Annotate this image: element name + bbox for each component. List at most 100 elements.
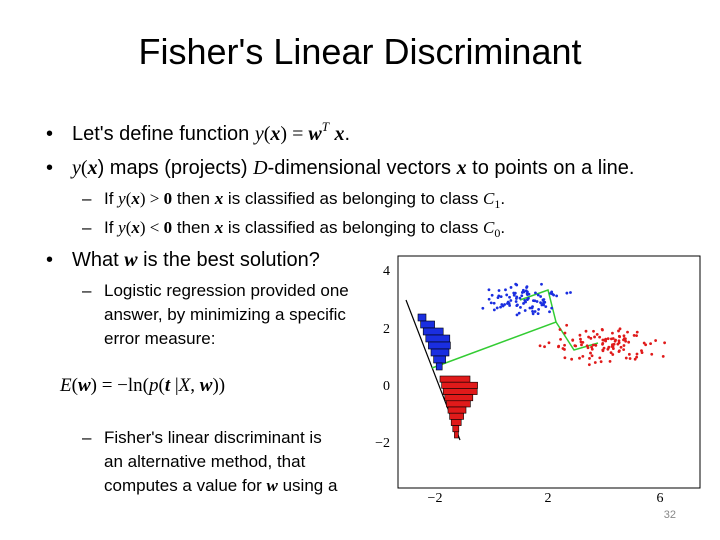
histogram-bar bbox=[454, 431, 459, 439]
scatter-dot bbox=[547, 341, 551, 345]
scatter-dot bbox=[579, 337, 582, 341]
scatter-dot bbox=[514, 282, 518, 286]
dash: – bbox=[82, 281, 92, 300]
scatter-dot bbox=[487, 297, 491, 301]
scatter-dot bbox=[509, 286, 513, 289]
histogram-bar bbox=[428, 341, 451, 350]
scatter-dot bbox=[601, 349, 605, 353]
bullet-text: Let's define function y(x) = wT x. bbox=[72, 119, 350, 145]
scatter-dot bbox=[496, 296, 500, 300]
y-tick-label: 2 bbox=[383, 322, 390, 337]
scatter-dot bbox=[607, 345, 611, 349]
scatter-dot bbox=[514, 300, 518, 303]
scatter-dot bbox=[508, 295, 511, 299]
slide-title: Fisher's Linear Discriminant bbox=[138, 31, 581, 72]
scatter-dot bbox=[633, 357, 637, 361]
sub-bullet-text: error measure: bbox=[104, 329, 215, 348]
scatter-dot bbox=[661, 354, 665, 358]
scatter-dot bbox=[563, 348, 566, 351]
scatter-dot bbox=[611, 331, 614, 335]
scatter-dot bbox=[573, 344, 577, 348]
scatter-dot bbox=[587, 335, 590, 339]
histogram-bar bbox=[433, 355, 446, 364]
histogram-bar bbox=[439, 375, 471, 383]
scatter-dot bbox=[525, 292, 529, 296]
scatter-dot bbox=[528, 306, 532, 310]
dash: – bbox=[82, 189, 92, 208]
scatter-dot bbox=[495, 306, 499, 310]
scatter-dot bbox=[517, 311, 521, 315]
scatter-dot bbox=[604, 337, 608, 341]
sub-bullet-text: If y(x) > 0 then x is classified as belo… bbox=[104, 189, 505, 211]
histogram-bar bbox=[447, 406, 467, 414]
scatter-dot bbox=[522, 302, 525, 305]
scatter-dot bbox=[571, 338, 575, 342]
scatter-dot bbox=[663, 341, 667, 345]
scatter-dot bbox=[523, 299, 527, 302]
scatter-dot bbox=[598, 356, 602, 360]
scatter-dot bbox=[593, 361, 597, 364]
scatter-dot bbox=[622, 344, 626, 347]
scatter-dot bbox=[519, 305, 522, 309]
scatter-dot bbox=[492, 308, 496, 312]
dash: – bbox=[82, 218, 92, 237]
scatter-dot bbox=[624, 339, 628, 343]
scatter-dot bbox=[608, 359, 612, 363]
scatter-dot bbox=[588, 357, 591, 360]
scatter-dot bbox=[606, 347, 610, 351]
scatter-dot bbox=[614, 338, 617, 342]
scatter-dot bbox=[591, 343, 595, 347]
sub-bullet-text: answer, by minimizing a specific bbox=[104, 305, 346, 324]
scatter-dot bbox=[548, 310, 551, 314]
scatter-dot bbox=[565, 323, 569, 327]
sub-bullet-text: computes a value for w using a bbox=[104, 476, 338, 495]
scatter-dot bbox=[527, 296, 530, 300]
scatter-dot bbox=[610, 337, 613, 341]
scatter-dot bbox=[623, 337, 626, 340]
scatter-dot bbox=[617, 339, 621, 343]
scatter-dot bbox=[492, 301, 496, 305]
dash: – bbox=[82, 428, 92, 447]
scatter-dot bbox=[544, 305, 548, 309]
scatter-dot bbox=[593, 335, 596, 339]
projection-line bbox=[519, 289, 557, 323]
bullet: • bbox=[46, 123, 53, 145]
scatter-dot bbox=[536, 312, 540, 316]
scatter-dot bbox=[617, 341, 621, 345]
y-tick-label: 4 bbox=[383, 264, 390, 279]
scatter-dot bbox=[539, 295, 542, 298]
scatter-dot bbox=[490, 293, 494, 297]
bullet: • bbox=[46, 157, 53, 179]
scatter-dot bbox=[543, 345, 546, 349]
scatter-dot bbox=[617, 334, 621, 338]
page-number: 32 bbox=[664, 509, 676, 521]
histogram-bar bbox=[417, 313, 427, 322]
scatter-dot bbox=[611, 345, 615, 349]
scatter-dot bbox=[505, 293, 509, 297]
scatter-dot bbox=[499, 295, 503, 299]
scatter-dot bbox=[536, 293, 540, 297]
scatter-dot bbox=[587, 363, 591, 367]
scatter-dot bbox=[570, 357, 574, 361]
bullet-text: What w is the best solution? bbox=[72, 249, 320, 271]
scatter-dot bbox=[481, 306, 485, 310]
histogram-bar bbox=[450, 419, 462, 426]
scatter-dot bbox=[640, 349, 643, 353]
scatter-dot bbox=[559, 337, 562, 341]
scatter-dot bbox=[531, 312, 535, 316]
scatter-dot bbox=[611, 343, 614, 347]
scatter-dot bbox=[569, 291, 572, 294]
scatter-dot bbox=[497, 289, 501, 292]
y-tick-label: −2 bbox=[375, 436, 390, 451]
scatter-dot bbox=[525, 285, 529, 289]
scatter-dot bbox=[578, 356, 581, 360]
scatter-dot bbox=[542, 300, 546, 304]
equation: E(w) = −ln(p(t |X, w)) bbox=[59, 375, 225, 396]
scatter-dot bbox=[506, 302, 509, 305]
scatter-dot bbox=[537, 308, 541, 311]
scatter-dot bbox=[622, 348, 626, 351]
scatter-dot bbox=[619, 345, 623, 349]
scatter-dot bbox=[601, 342, 605, 345]
scatter-dot bbox=[520, 291, 524, 294]
scatter-dot bbox=[627, 340, 631, 344]
